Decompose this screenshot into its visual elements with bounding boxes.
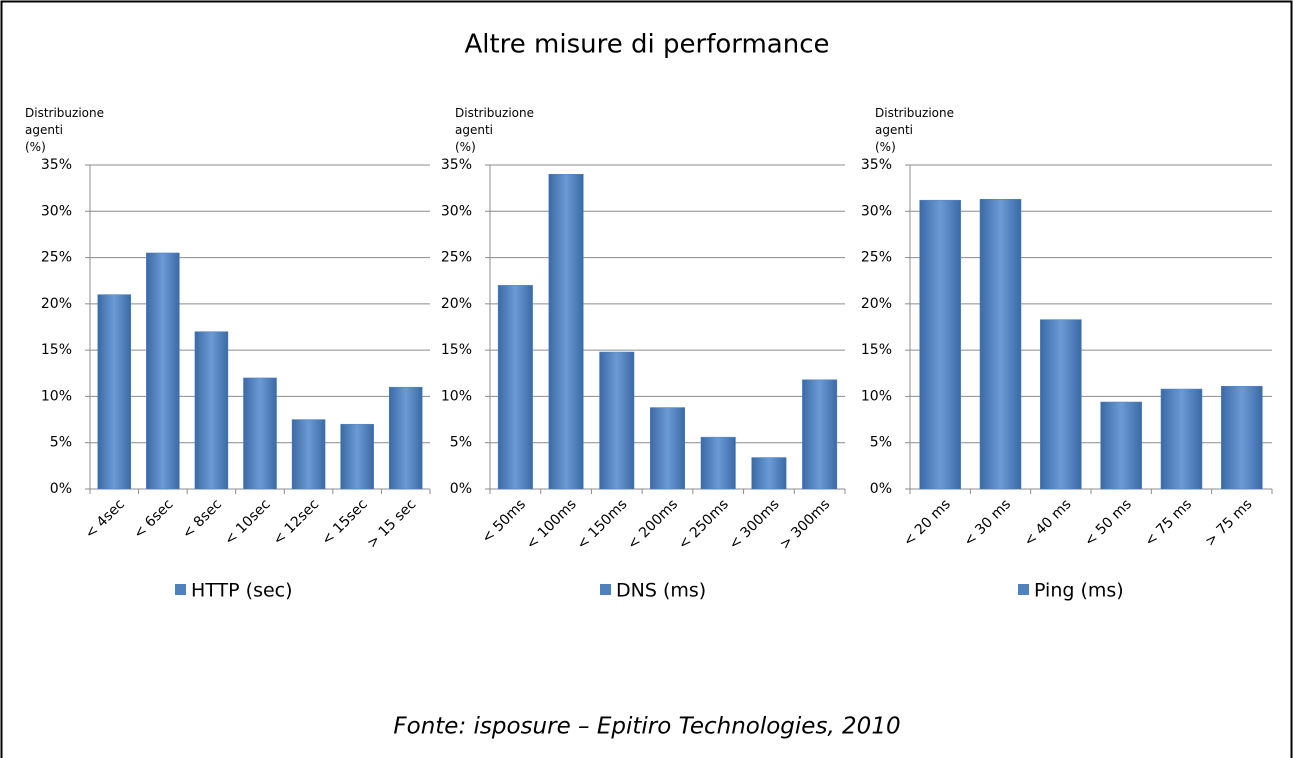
y-tick-label: 0%	[50, 481, 72, 497]
x-tick-label: < 20 ms	[901, 496, 954, 549]
y-tick-label: 25%	[441, 250, 472, 266]
y-tick-label: 35%	[441, 157, 472, 173]
bar	[243, 377, 277, 490]
bar	[1100, 401, 1142, 490]
legend-label: DNS (ms)	[616, 580, 706, 602]
bar	[751, 457, 787, 490]
x-tick-label: < 200ms	[625, 496, 681, 552]
bar	[194, 331, 229, 490]
x-tick-label: < 6sec	[131, 496, 177, 542]
x-tick-label: < 100ms	[523, 496, 579, 552]
x-tick-label: < 75 ms	[1142, 496, 1195, 549]
y-tick-label: 5%	[450, 435, 472, 451]
y-tick-label: 15%	[41, 342, 72, 358]
y-tick-label: 10%	[861, 388, 892, 404]
y-axis-label: Distribuzione agenti (%)	[875, 106, 958, 154]
legend-label: Ping (ms)	[1034, 580, 1124, 602]
x-tick-label: < 300ms	[726, 496, 782, 552]
y-tick-label: 10%	[441, 388, 472, 404]
x-tick-label: < 15sec	[319, 496, 371, 548]
y-tick-label: 15%	[861, 342, 892, 358]
bar	[802, 379, 838, 490]
y-tick-label: 25%	[41, 250, 72, 266]
bar	[548, 174, 584, 490]
bar	[340, 423, 374, 490]
legend-label: HTTP (sec)	[191, 580, 293, 602]
x-tick-label: < 10sec	[222, 496, 274, 548]
x-tick-label: > 15 sec	[364, 496, 419, 551]
bar	[146, 252, 180, 490]
bar	[291, 419, 326, 490]
y-tick-label: 30%	[861, 203, 892, 219]
bar	[97, 294, 132, 490]
slide-title: Altre misure di performance	[464, 30, 829, 60]
bar	[497, 285, 533, 490]
y-tick-label: 20%	[861, 296, 892, 312]
bar	[650, 407, 685, 490]
bar	[1221, 385, 1263, 490]
x-tick-label: < 4sec	[82, 496, 128, 542]
y-tick-label: 20%	[441, 296, 472, 312]
y-tick-label: 10%	[41, 388, 72, 404]
y-axis-label: Distribuzione agenti (%)	[25, 106, 108, 154]
x-tick-label: < 150ms	[574, 496, 630, 552]
y-tick-label: 20%	[41, 296, 72, 312]
y-tick-label: 0%	[870, 481, 892, 497]
y-axis-label: Distribuzione agenti (%)	[455, 106, 538, 154]
x-tick-label: < 50 ms	[1082, 496, 1135, 549]
y-tick-label: 35%	[861, 157, 892, 173]
y-tick-label: 35%	[41, 157, 72, 173]
source-note: Fonte: isposure – Epitiro Technologies, …	[393, 714, 900, 740]
y-tick-label: 5%	[870, 435, 892, 451]
y-tick-label: 30%	[441, 203, 472, 219]
bar	[979, 199, 1022, 490]
bar	[1040, 319, 1082, 490]
legend-swatch	[1018, 584, 1029, 595]
x-tick-label: > 75 ms	[1202, 496, 1255, 549]
bar	[919, 199, 961, 490]
bar	[599, 351, 635, 490]
x-tick-label: < 50ms	[479, 496, 529, 546]
bar	[388, 386, 423, 490]
x-tick-label: > 300ms	[777, 496, 833, 552]
x-tick-label: < 30 ms	[961, 496, 1014, 549]
legend-swatch	[600, 584, 611, 595]
y-tick-label: 0%	[450, 481, 472, 497]
bar	[1160, 388, 1203, 490]
x-tick-label: < 250ms	[675, 496, 731, 552]
legend-swatch	[175, 584, 186, 595]
y-tick-label: 15%	[441, 342, 472, 358]
x-tick-label: < 40 ms	[1021, 496, 1074, 549]
y-tick-label: 25%	[861, 250, 892, 266]
x-tick-label: < 8sec	[179, 496, 225, 542]
y-tick-label: 5%	[50, 435, 72, 451]
bar	[700, 436, 736, 490]
x-tick-label: < 12sec	[270, 496, 322, 548]
y-tick-label: 30%	[41, 203, 72, 219]
